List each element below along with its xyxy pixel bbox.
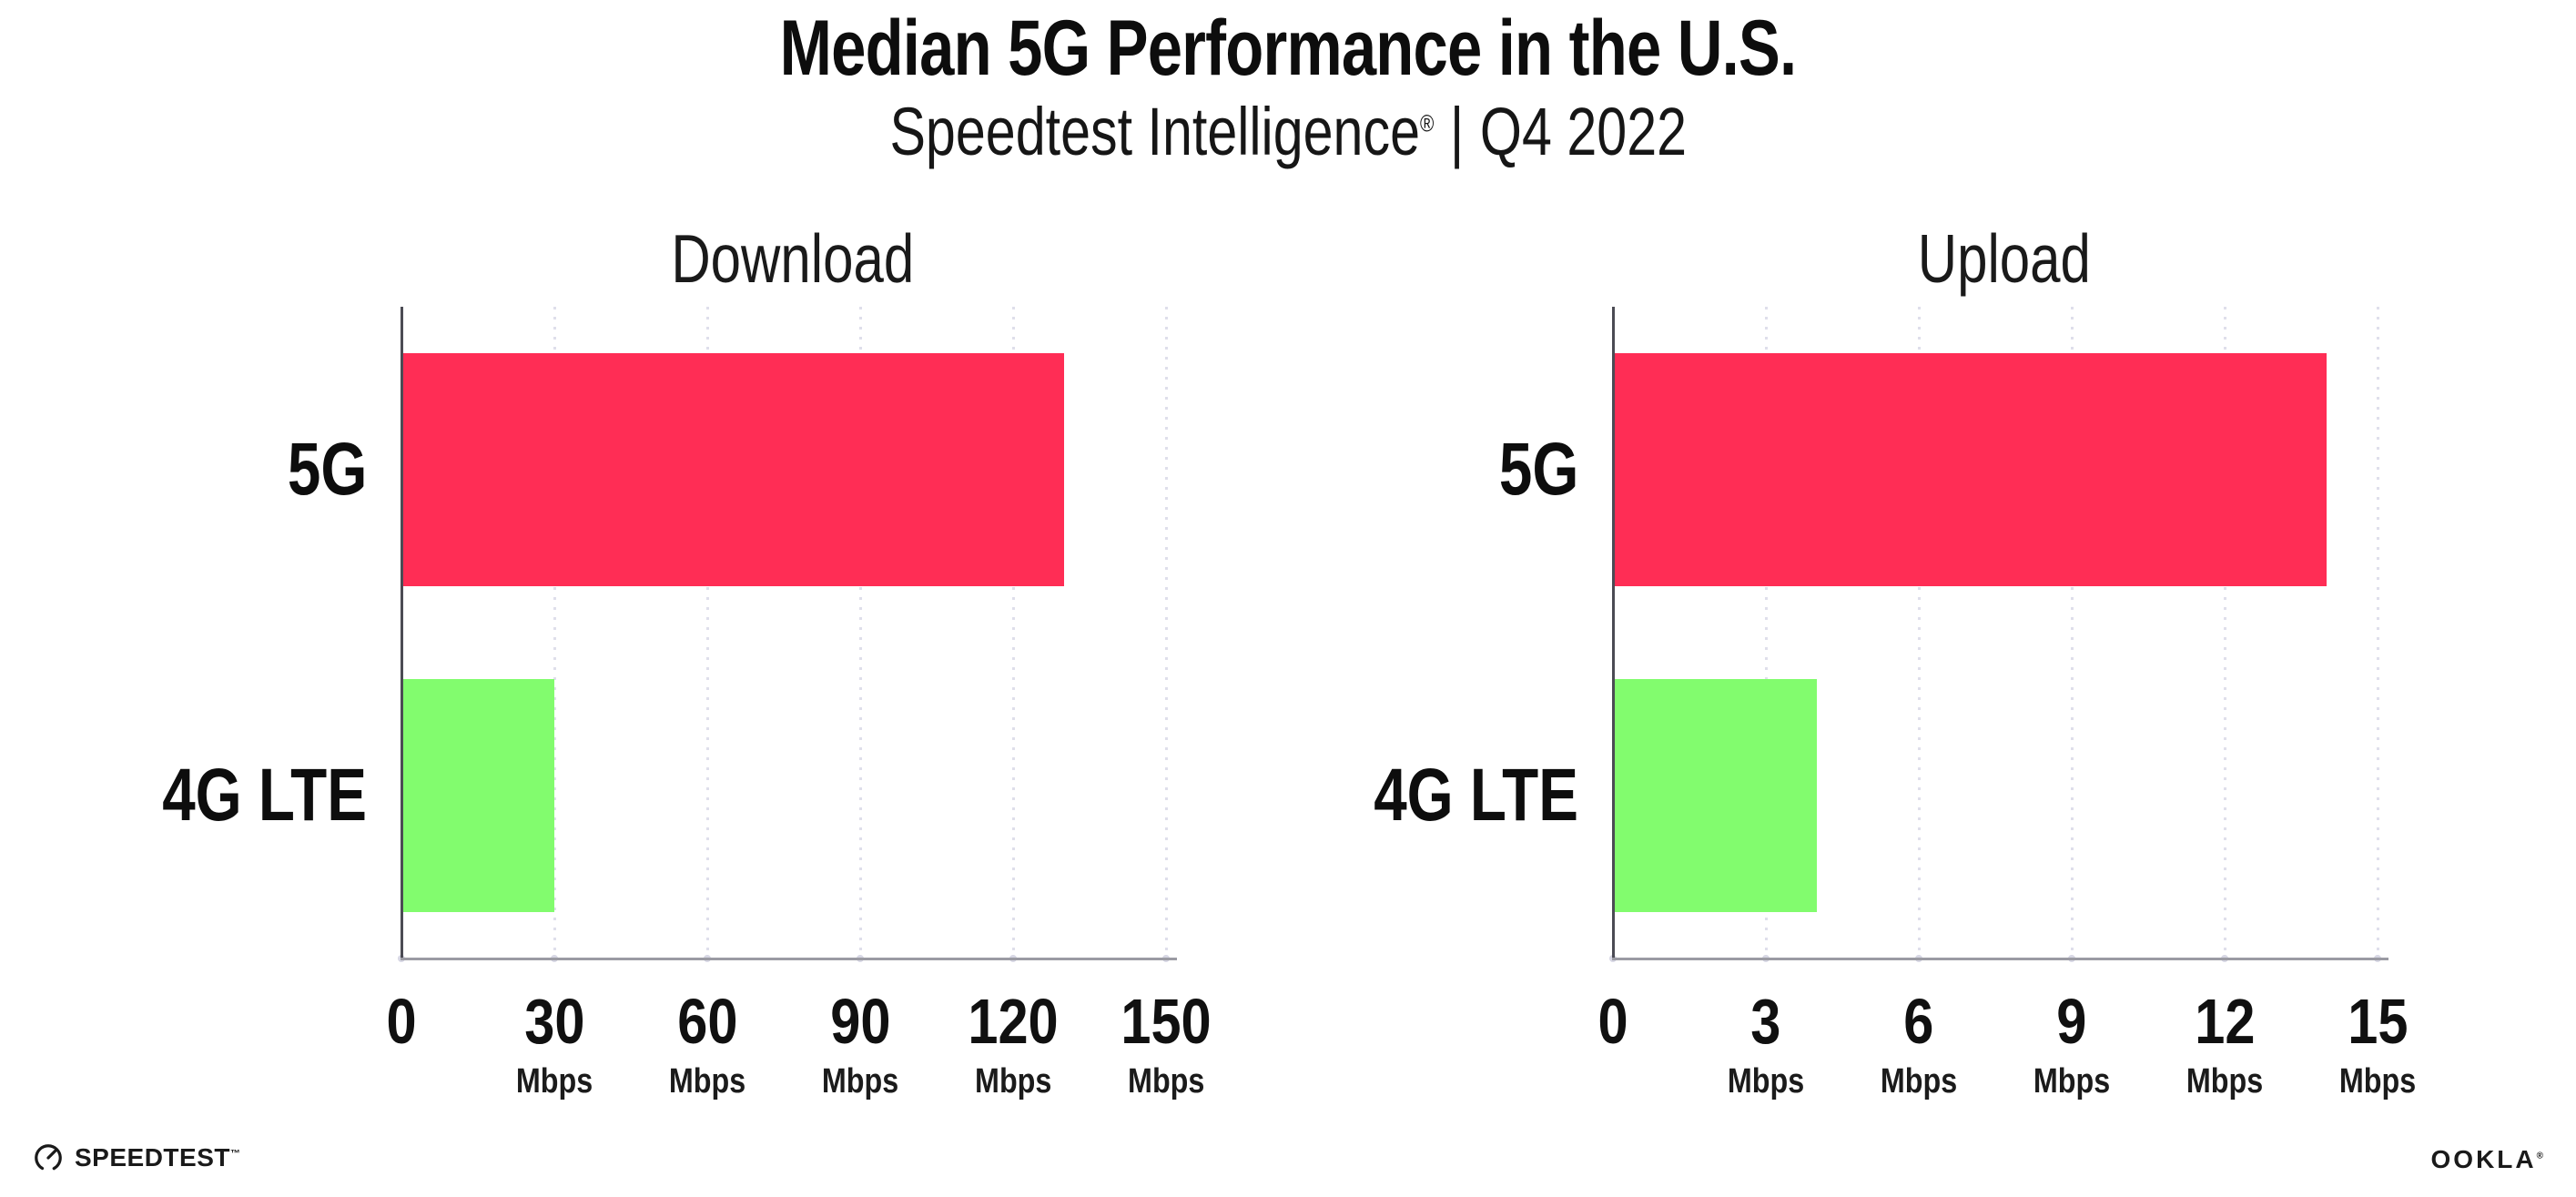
subtitle-separator: |: [1449, 94, 1465, 169]
download-chart-title: Download: [671, 220, 915, 297]
gridline: [2070, 307, 2074, 959]
y-axis-line: [401, 307, 403, 960]
category-label-5g: 5G: [1498, 428, 1578, 511]
speedtest-wordmark: SPEEDTEST™: [75, 1143, 241, 1172]
x-tick-label: 0: [386, 986, 417, 1057]
category-label-5g: 5G: [287, 428, 367, 511]
x-tick-label: 120 Mbps: [968, 986, 1059, 1101]
x-tick-label: 9 Mbps: [2033, 986, 2111, 1101]
gridline: [858, 307, 862, 959]
speedtest-gauge-icon: [35, 1144, 62, 1172]
category-label-4g-lte: 4G LTE: [162, 754, 367, 837]
gridline: [1011, 307, 1015, 959]
subtitle-row: Speedtest Intelligence® | Q4 2022: [0, 96, 2576, 167]
x-tick-label: 60 Mbps: [668, 986, 746, 1101]
ookla-logo: OOKLA®: [2431, 1145, 2543, 1174]
page-title: Median 5G Performance in the U.S.: [779, 5, 1798, 92]
x-tick-label: 0: [1597, 986, 1628, 1057]
registered-mark-icon: ®: [1419, 109, 1435, 137]
x-tick-label: 90 Mbps: [821, 986, 899, 1101]
subtitle-brand: Speedtest Intelligence: [889, 94, 1420, 169]
bar-5g: [403, 353, 1064, 586]
gridline: [2376, 307, 2379, 959]
gridline: [2223, 307, 2226, 959]
category-label-4g-lte: 4G LTE: [1374, 754, 1578, 837]
download-chart-panel: Download 0 30 Mbps 60 Mbps 90 Mbps 120 Mbps 150 Mb…: [162, 220, 1212, 1099]
x-tick-label: 6 Mbps: [1880, 986, 1958, 1101]
download-plot-area: 0 30 Mbps 60 Mbps 90 Mbps 120 Mbps 150 Mbps 5G 4G LT…: [162, 307, 1212, 1099]
bar-4g-lte: [403, 679, 554, 912]
upload-plot-area: 0 3 Mbps 6 Mbps 9 Mbps 12 Mbps 15 Mbps 5G 4G LTE: [1374, 307, 2416, 1099]
bar-5g: [1615, 353, 2327, 586]
x-axis-line: [401, 958, 1177, 960]
registered-mark-icon: ®: [2536, 1151, 2543, 1161]
upload-chart-title: Upload: [1917, 220, 2092, 297]
x-tick-label: 150 Mbps: [1121, 986, 1212, 1101]
y-axis-line: [1612, 307, 1615, 960]
gridline: [705, 307, 709, 959]
header: Median 5G Performance in the U.S.: [0, 5, 2576, 92]
x-tick-label: 30 Mbps: [515, 986, 593, 1101]
gridline: [553, 307, 556, 959]
gridline: [1764, 307, 1768, 959]
x-axis-line: [1612, 958, 2388, 960]
gridline: [1164, 307, 1168, 959]
ookla-wordmark: OOKLA: [2430, 1145, 2537, 1173]
trademark-icon: ™: [229, 1148, 241, 1160]
gridline: [1917, 307, 1921, 959]
upload-chart-panel: Upload 0 3 Mbps 6 Mbps 9 Mbps 12 Mbps 15 Mbps 5G 4G …: [1374, 220, 2416, 1099]
bar-4g-lte: [1615, 679, 1817, 912]
subtitle-period: Q4 2022: [1479, 94, 1687, 169]
x-tick-label: 15 Mbps: [2338, 986, 2417, 1101]
page-subtitle: Speedtest Intelligence® | Q4 2022: [889, 96, 1687, 167]
speedtest-logo: SPEEDTEST™: [33, 1138, 240, 1178]
x-tick-label: 12 Mbps: [2186, 986, 2264, 1101]
x-tick-label: 3 Mbps: [1727, 986, 1805, 1101]
